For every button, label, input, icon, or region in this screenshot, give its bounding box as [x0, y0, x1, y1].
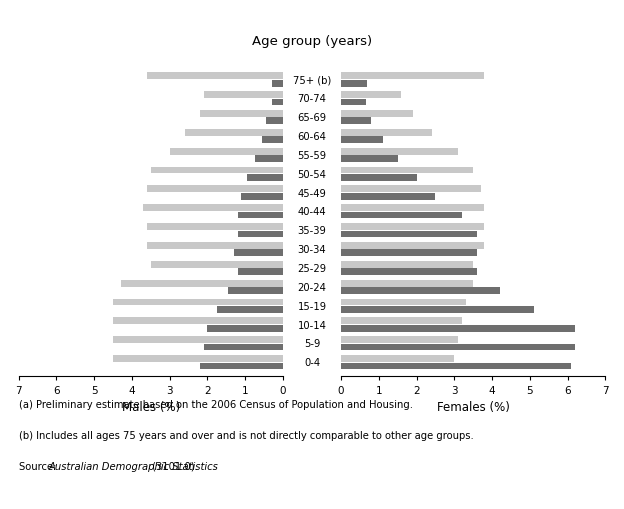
- Bar: [234, 250, 283, 257]
- Text: 65-69: 65-69: [298, 113, 326, 123]
- Bar: [151, 167, 283, 174]
- Text: Source:: Source:: [19, 461, 59, 471]
- Bar: [341, 250, 477, 257]
- X-axis label: Females (%): Females (%): [437, 400, 510, 413]
- Bar: [341, 111, 413, 118]
- Text: 70-74: 70-74: [298, 94, 326, 104]
- Bar: [341, 80, 368, 88]
- Bar: [341, 156, 397, 162]
- Bar: [147, 73, 283, 80]
- Bar: [200, 111, 283, 118]
- Bar: [341, 355, 454, 362]
- Text: 55-59: 55-59: [298, 151, 326, 160]
- Bar: [341, 92, 401, 99]
- Bar: [203, 92, 283, 99]
- Bar: [200, 363, 283, 370]
- Bar: [341, 167, 473, 174]
- Bar: [266, 118, 283, 125]
- Text: (a) Preliminary estimate based on the 2006 Census of Population and Housing.: (a) Preliminary estimate based on the 20…: [19, 400, 412, 410]
- Text: (b) Includes all ages 75 years and over and is not directly comparable to other : (b) Includes all ages 75 years and over …: [19, 430, 474, 440]
- Text: 0-4: 0-4: [304, 357, 320, 367]
- X-axis label: Males (%): Males (%): [122, 400, 180, 413]
- Bar: [147, 186, 283, 193]
- Bar: [151, 262, 283, 268]
- Bar: [203, 344, 283, 351]
- Bar: [255, 156, 283, 162]
- Bar: [271, 99, 283, 106]
- Text: 40-44: 40-44: [298, 207, 326, 217]
- Bar: [207, 325, 283, 332]
- Bar: [341, 306, 534, 313]
- Bar: [341, 318, 462, 325]
- Bar: [341, 231, 477, 238]
- Bar: [271, 80, 283, 88]
- Text: 15-19: 15-19: [298, 301, 326, 311]
- Bar: [341, 186, 480, 193]
- Bar: [341, 288, 500, 294]
- Bar: [120, 280, 283, 287]
- Bar: [341, 299, 466, 306]
- Bar: [217, 306, 283, 313]
- Bar: [341, 175, 417, 181]
- Text: 60-64: 60-64: [298, 132, 326, 142]
- Bar: [238, 212, 283, 219]
- Bar: [228, 288, 283, 294]
- Bar: [341, 118, 371, 125]
- Text: Age group (years): Age group (years): [252, 36, 372, 48]
- Text: 25-29: 25-29: [298, 264, 326, 273]
- Bar: [341, 336, 458, 344]
- Bar: [144, 205, 283, 212]
- Bar: [341, 262, 473, 268]
- Bar: [341, 344, 575, 351]
- Bar: [341, 99, 366, 106]
- Text: 50-54: 50-54: [298, 169, 326, 179]
- Bar: [147, 243, 283, 249]
- Bar: [341, 73, 484, 80]
- Bar: [185, 130, 283, 136]
- Bar: [241, 193, 283, 200]
- Text: Australian Demographic Statistics: Australian Demographic Statistics: [48, 461, 218, 471]
- Bar: [341, 205, 484, 212]
- Bar: [341, 269, 477, 275]
- Text: 45-49: 45-49: [298, 188, 326, 198]
- Text: (3101.0).: (3101.0).: [149, 461, 198, 471]
- Bar: [341, 130, 432, 136]
- Bar: [341, 193, 436, 200]
- Bar: [247, 175, 283, 181]
- Bar: [238, 269, 283, 275]
- Bar: [113, 318, 283, 325]
- Bar: [341, 280, 473, 287]
- Bar: [341, 363, 572, 370]
- Bar: [341, 149, 458, 155]
- Bar: [341, 325, 575, 332]
- Bar: [113, 299, 283, 306]
- Bar: [341, 137, 383, 144]
- Bar: [170, 149, 283, 155]
- Bar: [262, 137, 283, 144]
- Bar: [113, 336, 283, 344]
- Bar: [341, 243, 484, 249]
- Bar: [238, 231, 283, 238]
- Text: 30-34: 30-34: [298, 245, 326, 254]
- Text: 35-39: 35-39: [298, 226, 326, 236]
- Text: 20-24: 20-24: [298, 282, 326, 292]
- Bar: [341, 224, 484, 231]
- Bar: [147, 224, 283, 231]
- Text: 10-14: 10-14: [298, 320, 326, 330]
- Text: 75+ (b): 75+ (b): [293, 75, 331, 86]
- Text: 5-9: 5-9: [304, 338, 320, 349]
- Bar: [341, 212, 462, 219]
- Bar: [113, 355, 283, 362]
